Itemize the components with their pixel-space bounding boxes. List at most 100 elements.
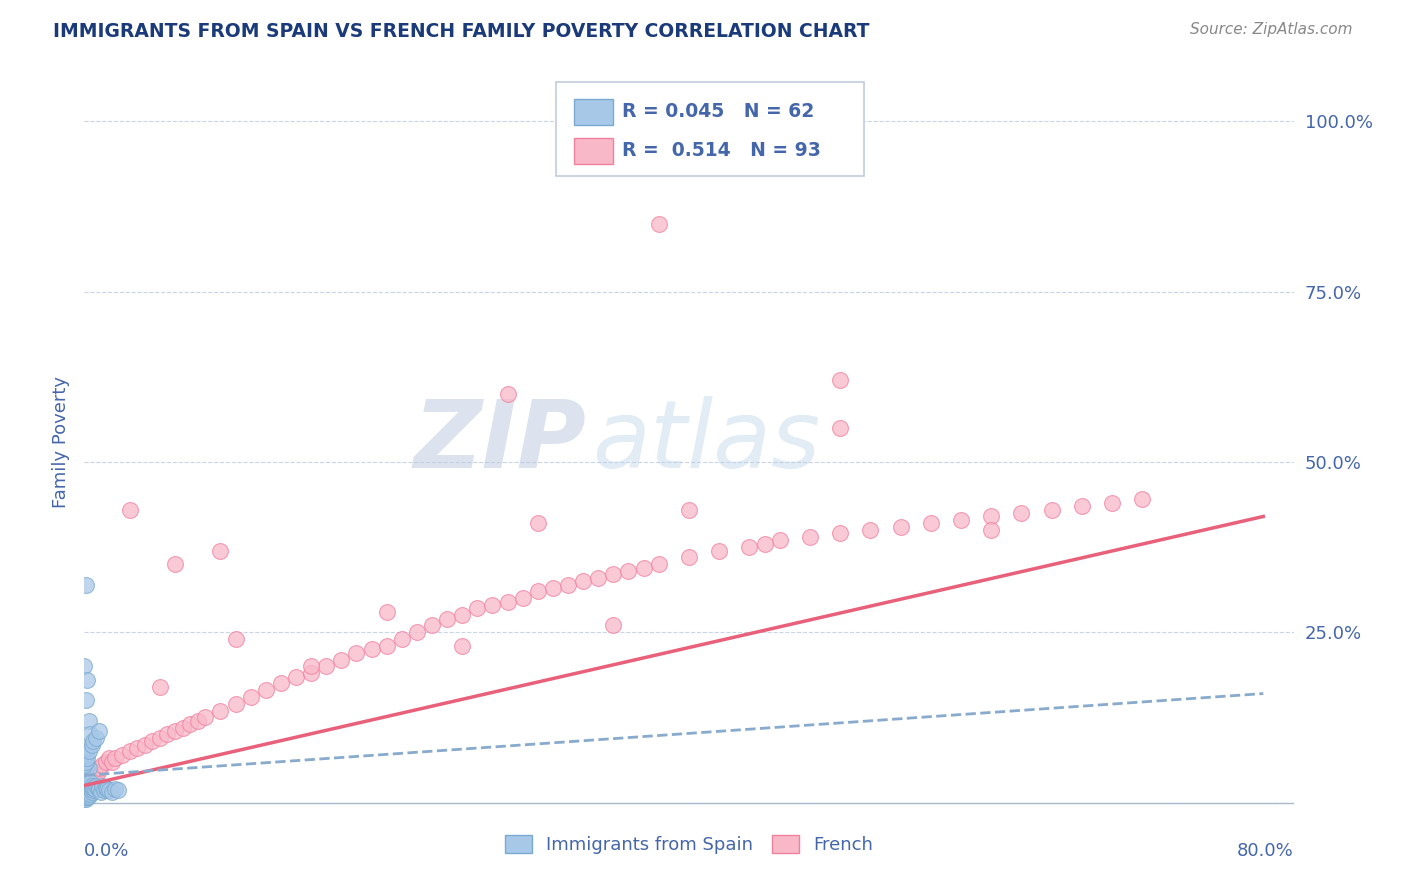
Point	[179, 717, 201, 731]
Point	[165, 557, 187, 571]
Point	[89, 762, 111, 776]
Point	[512, 591, 534, 606]
Point	[73, 785, 96, 799]
Point	[87, 764, 110, 779]
Point	[799, 530, 821, 544]
Y-axis label: Family Poverty: Family Poverty	[52, 376, 70, 508]
Point	[194, 710, 217, 724]
Text: R = 0.045   N = 62: R = 0.045 N = 62	[623, 102, 814, 120]
Point	[76, 788, 98, 802]
Point	[73, 659, 96, 673]
Point	[496, 387, 519, 401]
Point	[76, 741, 98, 756]
Point	[830, 421, 852, 435]
Point	[75, 790, 97, 805]
Point	[127, 741, 149, 756]
Point	[91, 758, 114, 772]
Point	[76, 790, 98, 805]
Point	[633, 560, 655, 574]
Point	[91, 779, 114, 793]
Point	[77, 789, 100, 803]
Point	[75, 768, 97, 782]
Point	[84, 772, 107, 786]
Point	[77, 714, 100, 728]
Point	[406, 625, 429, 640]
Point	[73, 781, 96, 796]
Point	[980, 523, 1002, 537]
Point	[75, 762, 97, 776]
Point	[79, 781, 101, 796]
Point	[187, 714, 209, 728]
Point	[79, 727, 101, 741]
Point	[890, 519, 912, 533]
Point	[77, 762, 100, 776]
Text: 0.0%: 0.0%	[84, 842, 129, 861]
Point	[118, 502, 141, 516]
Point	[77, 779, 100, 793]
Point	[80, 779, 103, 793]
Point	[1101, 496, 1123, 510]
Text: ZIP: ZIP	[413, 395, 586, 488]
Point	[73, 792, 96, 806]
Point	[467, 601, 489, 615]
Point	[588, 571, 610, 585]
Point	[1130, 492, 1153, 507]
Point	[156, 727, 179, 741]
Point	[330, 652, 353, 666]
Point	[225, 697, 247, 711]
Point	[172, 721, 194, 735]
Point	[97, 751, 120, 765]
Point	[75, 785, 97, 799]
Point	[79, 775, 101, 789]
Point	[527, 516, 550, 531]
Point	[73, 788, 96, 802]
Point	[73, 783, 96, 797]
Point	[451, 639, 474, 653]
Point	[100, 785, 122, 799]
Point	[86, 779, 108, 793]
Point	[89, 724, 111, 739]
Point	[315, 659, 337, 673]
Point	[77, 783, 100, 797]
Point	[75, 790, 97, 805]
Text: Source: ZipAtlas.com: Source: ZipAtlas.com	[1189, 22, 1353, 37]
Point	[84, 781, 107, 796]
Point	[149, 731, 172, 745]
Point	[527, 584, 550, 599]
Point	[75, 747, 97, 762]
Point	[557, 577, 579, 591]
Point	[617, 564, 640, 578]
Text: 80.0%: 80.0%	[1237, 842, 1294, 861]
Point	[75, 781, 97, 796]
Point	[738, 540, 761, 554]
Point	[76, 673, 98, 687]
Text: IMMIGRANTS FROM SPAIN VS FRENCH FAMILY POVERTY CORRELATION CHART: IMMIGRANTS FROM SPAIN VS FRENCH FAMILY P…	[53, 22, 870, 41]
Point	[541, 581, 564, 595]
Point	[1071, 500, 1094, 514]
Point	[270, 676, 292, 690]
Point	[75, 693, 97, 707]
Point	[80, 768, 103, 782]
Point	[82, 775, 104, 789]
Point	[75, 779, 97, 793]
Point	[572, 574, 595, 589]
Point	[602, 618, 624, 632]
Point	[73, 781, 96, 796]
Point	[75, 577, 97, 591]
Point	[209, 704, 232, 718]
Point	[859, 523, 882, 537]
Point	[79, 772, 101, 786]
Point	[754, 537, 776, 551]
Point	[950, 513, 973, 527]
Point	[209, 543, 232, 558]
Point	[93, 783, 115, 797]
Point	[79, 788, 101, 802]
Point	[75, 755, 97, 769]
Point	[75, 785, 97, 799]
Point	[141, 734, 163, 748]
Point	[678, 502, 700, 516]
Point	[76, 788, 98, 802]
Point	[360, 642, 382, 657]
Point	[97, 783, 120, 797]
Point	[104, 781, 127, 796]
